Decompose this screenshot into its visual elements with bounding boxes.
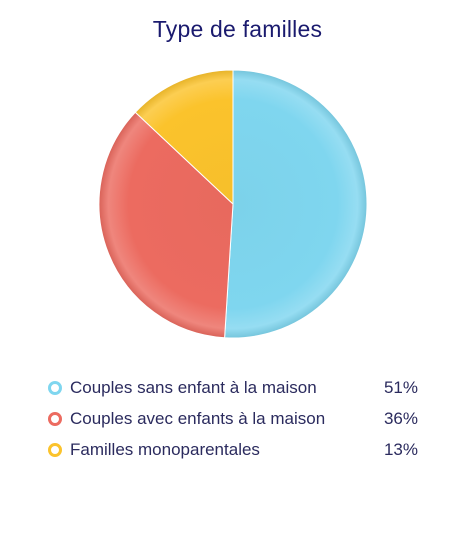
legend-marker-icon <box>48 442 62 457</box>
legend-item[interactable]: Couples avec enfants à la maison 36% <box>48 403 418 434</box>
legend-label: Familles monoparentales <box>70 439 260 459</box>
legend-item[interactable]: Couples sans enfant à la maison 51% <box>48 372 418 403</box>
legend-item[interactable]: Familles monoparentales 13% <box>48 434 418 465</box>
legend-label: Couples sans enfant à la maison <box>70 377 317 397</box>
pie-slice[interactable] <box>224 69 368 339</box>
chart-legend: Couples sans enfant à la maison 51% Coup… <box>48 372 418 465</box>
pie-svg <box>98 69 368 339</box>
legend-value: 51% <box>383 377 418 397</box>
legend-marker-icon <box>48 411 62 426</box>
pie-chart <box>98 69 368 339</box>
legend-value: 13% <box>383 439 418 459</box>
legend-marker-icon <box>48 380 62 395</box>
legend-label: Couples avec enfants à la maison <box>70 408 326 428</box>
legend-value: 36% <box>383 408 418 428</box>
pie-slice[interactable] <box>134 69 234 206</box>
pie-slice[interactable] <box>98 111 234 339</box>
chart-title: Type de familles <box>152 16 323 42</box>
